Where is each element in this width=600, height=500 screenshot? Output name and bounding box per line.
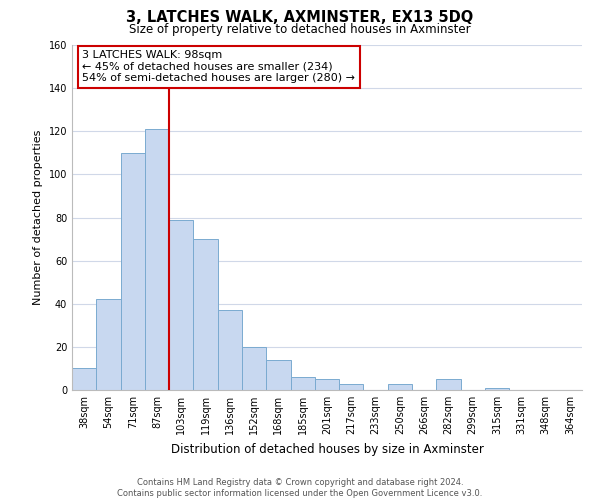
Bar <box>242 347 266 390</box>
Bar <box>145 129 169 390</box>
Bar <box>388 384 412 390</box>
Text: Contains HM Land Registry data © Crown copyright and database right 2024.
Contai: Contains HM Land Registry data © Crown c… <box>118 478 482 498</box>
Text: Size of property relative to detached houses in Axminster: Size of property relative to detached ho… <box>129 22 471 36</box>
X-axis label: Distribution of detached houses by size in Axminster: Distribution of detached houses by size … <box>170 442 484 456</box>
Text: 3, LATCHES WALK, AXMINSTER, EX13 5DQ: 3, LATCHES WALK, AXMINSTER, EX13 5DQ <box>127 10 473 25</box>
Y-axis label: Number of detached properties: Number of detached properties <box>33 130 43 305</box>
Bar <box>485 388 509 390</box>
Bar <box>96 300 121 390</box>
Bar <box>339 384 364 390</box>
Bar <box>266 360 290 390</box>
Bar <box>193 239 218 390</box>
Bar <box>218 310 242 390</box>
Bar <box>290 377 315 390</box>
Bar <box>121 153 145 390</box>
Text: 3 LATCHES WALK: 98sqm
← 45% of detached houses are smaller (234)
54% of semi-det: 3 LATCHES WALK: 98sqm ← 45% of detached … <box>82 50 355 84</box>
Bar <box>315 379 339 390</box>
Bar <box>169 220 193 390</box>
Bar <box>436 379 461 390</box>
Bar <box>72 368 96 390</box>
